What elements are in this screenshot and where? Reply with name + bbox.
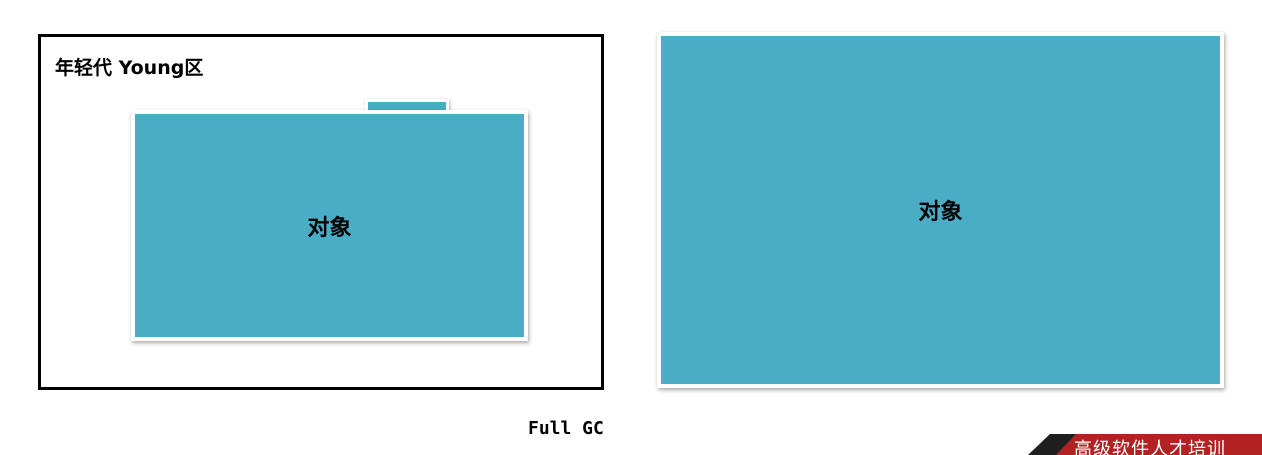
- target-object-label: 对象: [918, 200, 963, 225]
- banner-text: 高级软件人才培训: [1074, 439, 1226, 455]
- region-title: 年轻代 Young区: [55, 57, 204, 79]
- footer-banner: 高级软件人才培训: [1028, 434, 1262, 455]
- young-object: 对象: [131, 110, 528, 341]
- banner-background: [1028, 434, 1262, 455]
- young-object-label: 对象: [307, 215, 352, 241]
- target-object: 对象: [657, 32, 1224, 388]
- full-gc-label: Full GC: [528, 418, 604, 439]
